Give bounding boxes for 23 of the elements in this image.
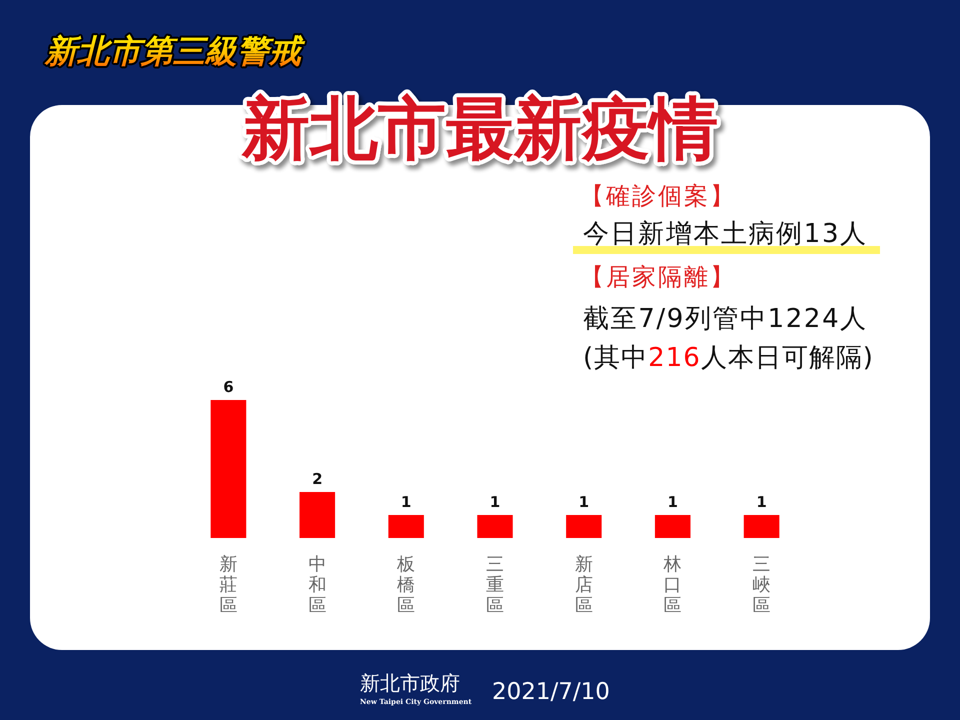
x-tick-label: 中和區 (308, 554, 326, 616)
data-label: 1 (490, 493, 500, 511)
text: 新北市政府 (360, 671, 460, 695)
data-label: 1 (756, 493, 767, 511)
data-label: 1 (400, 493, 412, 511)
text: 截至7/9列管中1224人 (583, 304, 868, 334)
data-label: 1 (667, 493, 678, 511)
x-tick-label: 板橋區 (396, 554, 416, 616)
text: 【居家隔離】 (580, 263, 736, 291)
chart-title: 新北市最新疫情 (241, 90, 718, 169)
chart-subtitle: 新北市第三級警戒 (44, 32, 306, 70)
x-tick-label: 三重區 (486, 554, 504, 616)
x-tick-label: 新店區 (574, 554, 593, 616)
data-label: 6 (223, 378, 234, 396)
data-label: 2 (312, 470, 323, 488)
text: 今日新增本土病例13人 (583, 219, 868, 249)
x-tick-label: 三峽區 (752, 554, 771, 616)
x-tick-label: 林口區 (662, 554, 682, 616)
text: 【確診個案】 (580, 182, 736, 210)
text: (其中216人本日可解隔) (583, 343, 874, 373)
text: 2021/7/10 (492, 679, 610, 705)
data-label: 1 (578, 493, 590, 511)
x-tick-label: 新莊區 (219, 554, 238, 616)
